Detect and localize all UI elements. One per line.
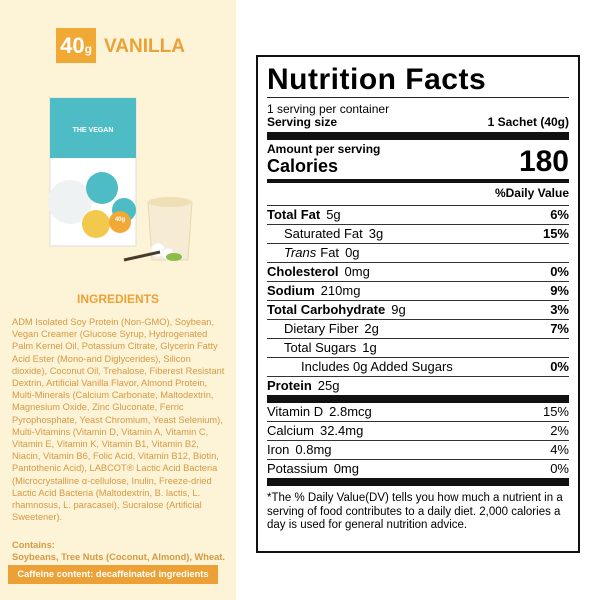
nutrient-amount: 25g — [317, 378, 340, 393]
nutrient-row: Dietary Fiber 2g 7% — [267, 319, 569, 338]
nutrient-name: Protein — [267, 378, 312, 393]
nutrient-dv: 15% — [542, 226, 569, 241]
package-badge: 40g — [115, 217, 126, 223]
nutrient-list: Total Fat 5g 6% Saturated Fat 3g 15% Trans Fat 0… — [267, 205, 569, 395]
nutrient-row: Protein 25g — [267, 376, 569, 395]
nutrient-dv: 4% — [550, 442, 569, 457]
nutrient-row: Saturated Fat 3g 15% — [267, 224, 569, 243]
caffeine-note: Caffeine content: decaffeinated ingredie… — [8, 565, 218, 584]
product-panel: 40g VANILLA THE VEGAN 40g INGREDIENTS AD… — [0, 0, 236, 600]
nutrient-name: Total Carbohydrate — [267, 302, 386, 317]
nutrition-label: Nutrition Facts 1 serving per container … — [256, 55, 580, 553]
nutrient-dv: 6% — [550, 207, 569, 222]
ingredients-heading: INGREDIENTS — [76, 292, 159, 306]
nutrient-name-italic: Trans — [284, 245, 317, 260]
calories-block: Amount per serving Calories 180 — [267, 140, 569, 183]
nutrient-row: Potassium 0mg 0% — [267, 459, 569, 478]
nutrient-name: Dietary Fiber — [284, 321, 359, 336]
contains-text: Soybeans, Tree Nuts (Coconut, Almond), W… — [12, 552, 225, 562]
nutrient-dv: 9% — [550, 283, 569, 298]
servings: 1 serving per container — [267, 102, 390, 116]
nutrient-dv: 7% — [550, 321, 569, 336]
nutrient-amount: 32.4mg — [319, 423, 364, 438]
nutrient-amount: 210mg — [320, 283, 361, 298]
vitamin-list: Vitamin D 2.8mcg 15% Calcium 32.4mg 2% Iron 0.8… — [267, 395, 569, 486]
nutrient-name: Iron — [267, 442, 290, 457]
nutrient-row: Trans Fat 0g — [267, 243, 569, 262]
nutrient-amount: 1g — [362, 340, 377, 355]
nutrient-amount: 0.8mg — [295, 442, 332, 457]
nutrient-name: Total Sugars — [284, 340, 357, 355]
calories-label: Calories — [267, 156, 339, 176]
nutrient-amount: 2g — [364, 321, 379, 336]
nutrient-name: Total Fat — [267, 207, 321, 222]
nutrient-row: Includes 0g Added Sugars 0% — [267, 357, 569, 376]
badge-unit: g — [84, 42, 92, 56]
nutrient-row: Cholesterol 0mg 0% — [267, 262, 569, 281]
footnote: *The % Daily Value(DV) tells you how muc… — [267, 492, 563, 531]
nutrient-amount: 3g — [368, 226, 384, 241]
nutrient-dv: 15% — [542, 404, 569, 419]
serving-block: 1 serving per container Serving size 1 Sa… — [267, 98, 569, 140]
nutrient-row: Total Fat 5g 6% — [267, 205, 569, 224]
nutrient-amount: 0g — [345, 245, 360, 260]
nutrient-row: Total Carbohydrate 9g 3% — [267, 300, 569, 319]
nutrient-amount: 5g — [326, 207, 341, 222]
calories-value: 180 — [518, 145, 569, 178]
nutrient-name: Fat — [320, 245, 340, 260]
serving-size-label: Serving size — [267, 115, 338, 129]
nutrient-name: Includes 0g Added Sugars — [301, 359, 453, 374]
label-title: Nutrition Facts — [267, 57, 569, 98]
product-name: VANILLA — [104, 36, 185, 57]
product-image: THE VEGAN 40g — [48, 97, 193, 262]
nutrient-amount: 0mg — [333, 461, 359, 476]
nutrient-name: Cholesterol — [267, 264, 339, 279]
nutrient-dv: 0% — [550, 359, 569, 374]
nutrient-row: Vitamin D 2.8mcg 15% — [267, 403, 569, 421]
nutrient-amount: 9g — [391, 302, 406, 317]
nutrient-name: Saturated Fat — [284, 226, 363, 241]
ingredients-text: ADM Isolated Soy Protein (Non-GMO), Soyb… — [12, 317, 225, 523]
badge-number: 40 — [60, 33, 85, 58]
serving-size: 1 Sachet (40g) — [487, 115, 569, 129]
package-brand: THE VEGAN — [73, 127, 114, 134]
nutrient-name: Vitamin D — [267, 404, 324, 419]
nutrient-dv: 0% — [550, 461, 569, 476]
nutrient-name: Calcium — [267, 423, 314, 438]
nutrient-dv: 2% — [550, 423, 569, 438]
amount-per-serving: Amount per serving — [267, 142, 381, 156]
nutrient-row: Sodium 210mg 9% — [267, 281, 569, 300]
nutrient-dv: 0% — [550, 264, 569, 279]
contains-heading: Contains: — [12, 540, 55, 550]
weight-badge: 40g — [56, 28, 96, 63]
nutrient-amount: 0mg — [344, 264, 370, 279]
dv-header: %Daily Value — [494, 186, 569, 200]
nutrient-name: Potassium — [267, 461, 328, 476]
nutrient-row: Calcium 32.4mg 2% — [267, 421, 569, 440]
serving-size-row: Serving size 1 Sachet (40g) — [267, 116, 569, 129]
nutrient-row: Total Sugars 1g — [267, 338, 569, 357]
nutrient-dv: 3% — [550, 302, 569, 317]
nutrient-amount: 2.8mcg — [329, 404, 372, 419]
nutrient-row: Iron 0.8mg 4% — [267, 440, 569, 459]
nutrient-name: Sodium — [267, 283, 315, 298]
